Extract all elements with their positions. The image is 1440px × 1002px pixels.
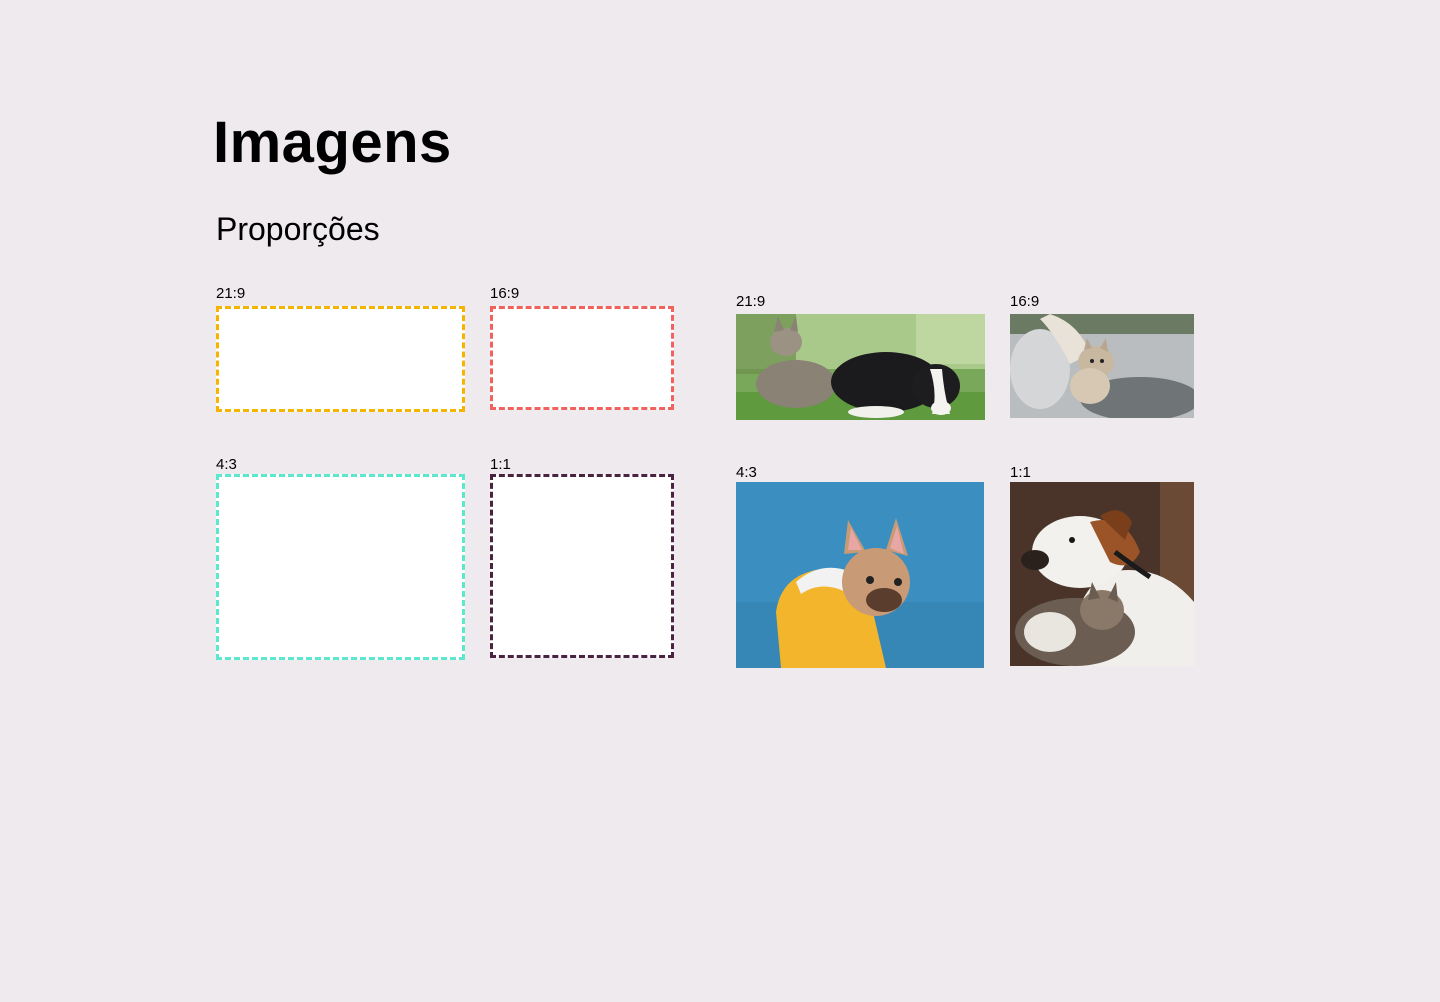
placeholder-frame-4-3 <box>216 474 465 660</box>
placeholder-frame-16-9 <box>490 306 674 410</box>
placeholder-label-1-1: 1:1 <box>490 456 511 473</box>
cat-puppy-image <box>736 314 985 420</box>
photo-cat-and-puppy <box>736 314 985 420</box>
placeholder-frame-1-1 <box>490 474 674 658</box>
placeholder-frame-21-9 <box>216 306 465 412</box>
placeholder-label-4-3: 4:3 <box>216 456 237 473</box>
dog-cat-image <box>1010 482 1194 666</box>
kitten-image <box>1010 314 1194 418</box>
placeholder-label-16-9: 16:9 <box>490 285 520 302</box>
photo-label-21-9: 21:9 <box>736 293 766 310</box>
bulldog-image <box>736 482 984 668</box>
photo-label-16-9: 16:9 <box>1010 293 1040 310</box>
photo-dog-and-cat <box>1010 482 1194 666</box>
photo-french-bulldog <box>736 482 984 668</box>
page-title: Imagens <box>213 110 452 175</box>
photo-label-1-1: 1:1 <box>1010 464 1031 481</box>
photo-label-4-3: 4:3 <box>736 464 757 481</box>
section-subtitle: Proporções <box>216 211 380 247</box>
placeholder-label-21-9: 21:9 <box>216 285 246 302</box>
photo-kitten-on-sofa <box>1010 314 1194 418</box>
